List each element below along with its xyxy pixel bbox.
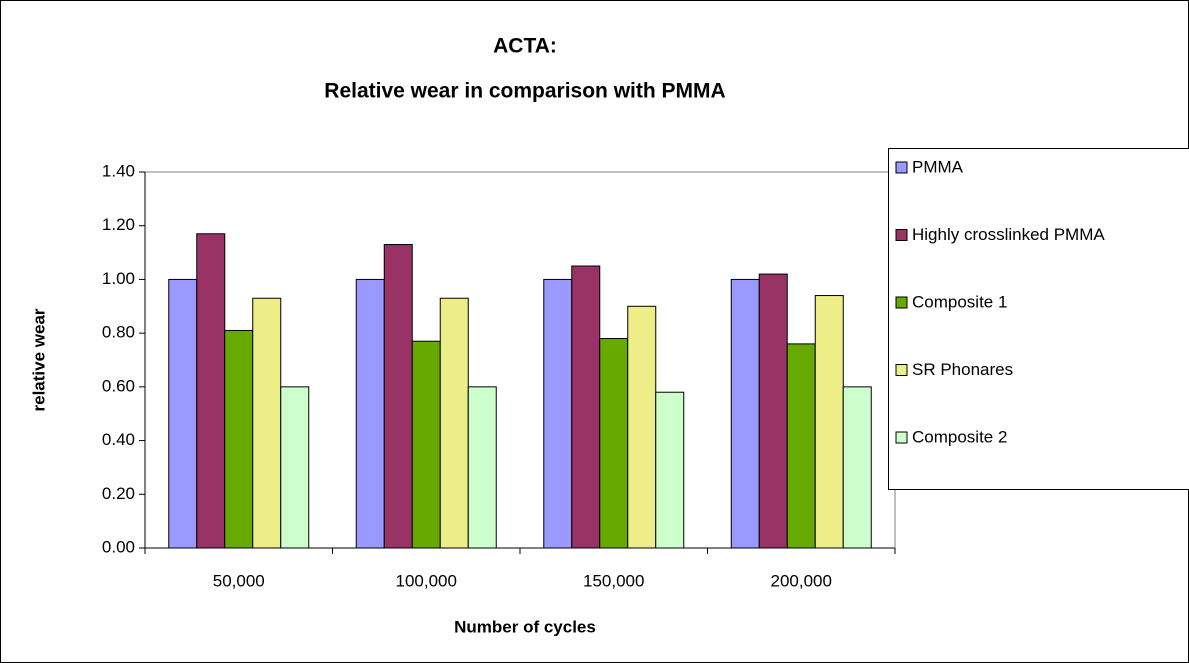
- bar: [280, 386, 310, 549]
- y-tick-label: 1.40: [102, 161, 135, 180]
- legend-label: Highly crosslinked PMMA: [912, 225, 1105, 244]
- legend-label: SR Phonares: [912, 360, 1013, 379]
- x-tick-label: 200,000: [771, 571, 832, 590]
- bar: [355, 278, 385, 549]
- y-tick-label: 0.80: [102, 323, 135, 342]
- bar: [439, 297, 469, 549]
- bar: [627, 305, 657, 549]
- bar: [842, 386, 872, 549]
- x-tick-label: 100,000: [396, 571, 457, 590]
- legend-swatch: [895, 431, 908, 444]
- y-tick-label: 0.20: [102, 484, 135, 503]
- y-axis-label: relative wear: [29, 308, 48, 411]
- legend-swatch: [895, 229, 908, 241]
- x-tick-label: 50,000: [213, 571, 265, 590]
- chart-subtitle: Relative wear in comparison with PMMA: [324, 80, 725, 103]
- bar: [196, 233, 226, 549]
- bar: [383, 244, 413, 549]
- legend-swatch: [895, 296, 908, 309]
- y-tick-label: 1.00: [102, 269, 135, 288]
- bar: [467, 386, 497, 549]
- legend-label: Composite 1: [912, 292, 1007, 311]
- bar: [224, 329, 254, 549]
- bar: [655, 391, 685, 549]
- bar: [599, 338, 629, 549]
- bar: [411, 340, 441, 549]
- x-axis-label: Number of cycles: [454, 617, 596, 636]
- bar: [814, 295, 844, 549]
- bar: [168, 278, 198, 549]
- legend-swatch: [895, 161, 908, 174]
- y-tick-label: 0.00: [102, 537, 135, 556]
- y-tick-label: 0.40: [102, 430, 135, 449]
- legend-label: Composite 2: [912, 427, 1007, 446]
- bar: [252, 297, 282, 549]
- bar: [543, 278, 573, 549]
- y-tick-label: 0.60: [102, 376, 135, 395]
- x-tick-label: 150,000: [583, 571, 644, 590]
- legend: [888, 148, 1189, 490]
- legend-swatch: [895, 364, 908, 376]
- bar: [786, 343, 816, 549]
- bar: [730, 278, 760, 549]
- chart-title: ACTA:: [493, 35, 557, 58]
- y-tick-label: 1.20: [102, 215, 135, 234]
- legend-label: PMMA: [912, 157, 964, 176]
- bar: [571, 265, 601, 549]
- bar: [758, 273, 788, 549]
